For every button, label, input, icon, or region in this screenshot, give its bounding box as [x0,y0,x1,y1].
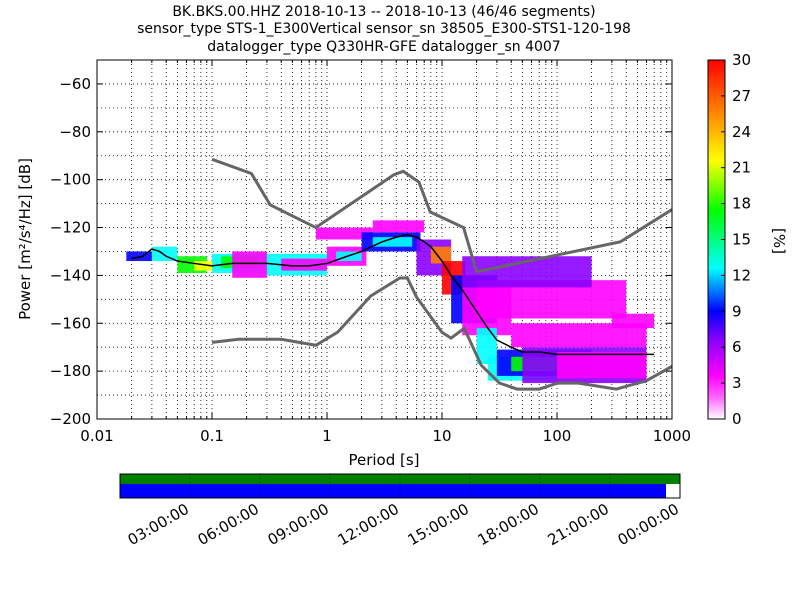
histogram-cell [315,227,373,240]
histogram-cell [611,313,655,329]
x-tick-label: 100 [543,427,572,445]
noise-model-line [211,276,672,391]
colorbar-tick-label: 21 [732,159,751,177]
colorbar-tick-label: 0 [732,410,742,428]
colorbar-tick-label: 15 [732,231,751,249]
histogram-cell [372,237,413,247]
colorbar-label: [%] [770,228,788,254]
x-tick-label: 1000 [653,427,691,445]
mean-curve-group [131,233,655,356]
y-axis-ticks: −200 −180 −160 −140 −120 −100 −80 −60 [50,75,672,428]
x-tick-label: 1 [322,427,332,445]
histogram-cell [372,220,425,233]
colorbar: 0 3 6 9 12 15 18 21 24 27 30 [%] [707,51,788,428]
time-tick-label: 21:00:00 [545,500,612,549]
y-tick-label: −120 [50,219,91,237]
colorbar-tick-label: 24 [732,123,751,141]
y-tick-label: −200 [50,410,91,428]
y-tick-label: −80 [59,123,91,141]
plot-frame [96,59,673,420]
x-tick-label: 10 [432,427,451,445]
chart-title-line2: sensor_type STS-1_E300Vertical sensor_sn… [137,21,631,37]
time-tick-label: 18:00:00 [475,500,542,549]
colorbar-tick-label: 3 [732,374,742,392]
time-tick-label: 03:00:00 [125,500,192,549]
colorbar-tick-label: 9 [732,302,742,320]
histogram-cell [430,246,452,264]
mean-curve [131,233,655,356]
x-axis-label: Period [s] [348,451,419,469]
time-tick-label: 09:00:00 [265,500,332,549]
y-tick-label: −100 [50,171,91,189]
y-tick-label: −160 [50,314,91,332]
time-coverage-bar: 03:00:00 06:00:00 09:00:00 12:00:00 15:00:00… [119,473,682,549]
time-tick-label: 12:00:00 [335,500,402,549]
time-tick-label: 06:00:00 [195,500,262,549]
x-tick-label: 0.01 [80,427,113,445]
histogram-bands [126,220,655,384]
ppsd-plot-area: 0.01 0.1 1 10 100 1000 −200 −180 −160 −140 −120 −1… [50,59,691,445]
colorbar-tick-label: 18 [732,195,751,213]
chart-title-line1: BK.BKS.00.HHZ 2018-10-13 -- 2018-10-13 (… [172,4,595,20]
y-axis-label: Power [m²/s⁴/Hz] [dB] [16,158,34,320]
colorbar-tick-label: 30 [732,51,751,69]
y-tick-label: −180 [50,362,91,380]
x-axis-ticks: 0.01 0.1 1 10 100 1000 [80,60,691,445]
noise-model-line [211,157,672,274]
colorbar-ticks: 0 3 6 9 12 15 18 21 24 27 30 [721,51,751,428]
colorbar-tick-label: 6 [732,338,742,356]
x-tick-label: 0.1 [200,427,224,445]
histogram-cell [232,251,267,278]
coverage-bar-bottom [120,484,666,498]
colorbar-tick-label: 12 [732,266,751,284]
time-tick-label: 00:00:00 [615,500,682,549]
histogram-cell [126,251,152,262]
time-tick-label: 15:00:00 [405,500,472,549]
histogram-cell [557,351,647,379]
histogram-cell [511,323,647,348]
y-tick-label: −140 [50,266,91,284]
histogram-cell [281,258,327,271]
y-tick-label: −60 [59,75,91,93]
histogram-cell [151,246,178,262]
chart-title-line3: datalogger_type Q330HR-GFE datalogger_sn… [207,39,560,55]
histogram-cell [476,328,497,364]
noise-models [211,157,672,391]
colorbar-tick-label: 27 [732,87,751,105]
